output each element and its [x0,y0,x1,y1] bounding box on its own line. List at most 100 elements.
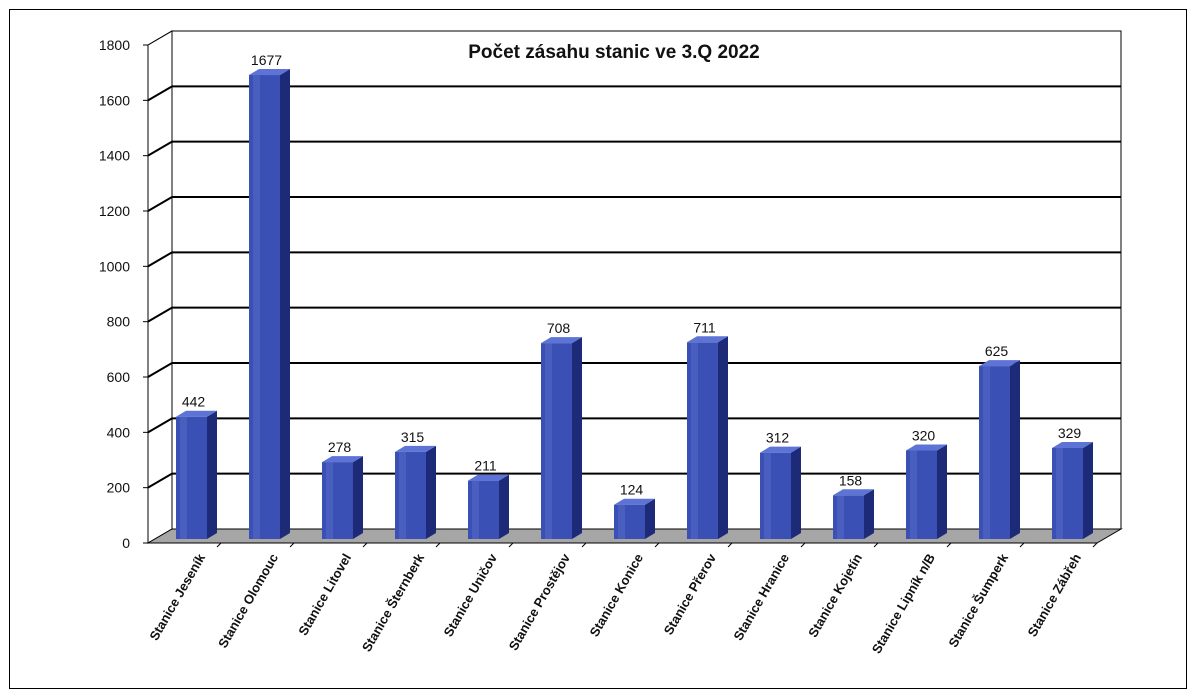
grid-line [147,196,1121,212]
bar [468,474,509,539]
bar-side [864,489,874,539]
grid-line [147,417,1121,434]
bar-side [718,336,728,539]
data-label: 124 [620,482,644,498]
bar-highlight [764,452,771,539]
category-label: Stanice Kojetín [805,551,865,640]
x-tick-mark [654,542,660,548]
grid-line [147,472,1121,489]
data-label: 158 [839,472,863,488]
bar-top [833,489,874,496]
x-tick-mark [1019,542,1025,548]
data-label: 1677 [251,52,282,68]
bar-top [176,410,217,417]
bar-top [979,360,1020,367]
category-label: Stanice Přerov [661,550,720,637]
x-axis: Stanice Jeseník Stanice Olomouc Stanice Li… [146,542,1098,656]
bar-side [426,445,436,539]
x-tick-mark [581,542,587,548]
bar [541,337,582,539]
side-wall [147,30,173,544]
data-label: 442 [182,394,206,410]
category-label: Stanice Lipník n/B [869,551,938,656]
category-label: Stanice Prostějov [506,550,574,653]
x-tick-mark [1092,542,1098,548]
grid-lines [147,30,1121,489]
bar-highlight [691,342,698,539]
y-tick-label: 400 [107,424,131,440]
x-tick-mark [508,542,514,548]
y-tick-label: 800 [107,314,131,330]
x-tick-mark [362,542,368,548]
bar-highlight [399,451,406,539]
chart-title: Počet zásahu stanic ve 3.Q 2022 [468,42,760,63]
bar-highlight [545,343,552,539]
bar-top [395,445,436,452]
grid-line [147,251,1121,268]
bar-side [572,337,582,539]
bar-highlight [910,450,917,539]
bar-side [791,446,801,539]
bar-top [249,69,290,76]
x-tick-mark [873,542,879,548]
bar-highlight [180,416,187,539]
bar-top [687,336,728,343]
bars [176,69,1093,539]
bar-highlight [837,495,844,539]
bar-highlight [472,480,479,539]
y-tick-label: 1200 [99,203,130,219]
bar-side [937,444,947,539]
data-label: 708 [547,320,571,336]
data-label: 312 [766,430,790,446]
bar-side [207,410,217,539]
bar [176,410,217,539]
bar-highlight [1056,447,1063,539]
category-label: Stanice Litovel [295,551,354,638]
data-label: 211 [474,458,497,474]
chart-walls [146,30,1123,544]
data-label: 625 [985,343,1009,359]
bar-top [614,498,655,505]
x-tick-mark [435,542,441,548]
bar-side [1083,441,1093,539]
bar [249,69,290,539]
bar [906,444,947,539]
bar [322,456,363,539]
category-label: Stanice Šumperk [945,550,1011,650]
data-label: 711 [693,319,716,335]
grid-line [147,140,1121,157]
category-label: Stanice Konice [587,551,647,639]
bar-side [499,474,509,539]
grid-line [147,85,1121,102]
bar-side [645,498,655,539]
bar-highlight [983,366,990,539]
x-tick-mark [800,542,806,548]
bar-side [1010,360,1020,539]
data-label: 329 [1058,425,1082,441]
bar-top [541,337,582,344]
category-label: Stanice Hranice [730,551,792,643]
bar [687,336,728,539]
x-tick-mark [727,542,733,548]
y-tick-label: 1400 [99,148,130,164]
category-label: Stanice Olomouc [215,551,281,650]
category-label: Stanice Zábřeh [1025,551,1085,639]
bar-top [906,444,947,451]
x-tick-mark [946,542,952,548]
bar [614,498,655,539]
y-tick-label: 1000 [99,258,130,274]
x-tick-mark [216,542,222,548]
y-tick-label: 600 [107,369,131,385]
grid-line [147,362,1121,378]
y-tick-label: 0 [122,535,130,551]
bar-side [353,456,363,539]
bar-top [322,456,363,463]
bar-top [760,446,801,453]
data-label: 315 [401,429,425,445]
bar-highlight [253,75,260,539]
back-wall [171,30,1122,530]
data-label: 320 [912,427,936,443]
y-axis: 0 200 400 600 800 1000 1200 1400 1600 1800 [99,37,149,551]
bar-side [280,69,290,539]
